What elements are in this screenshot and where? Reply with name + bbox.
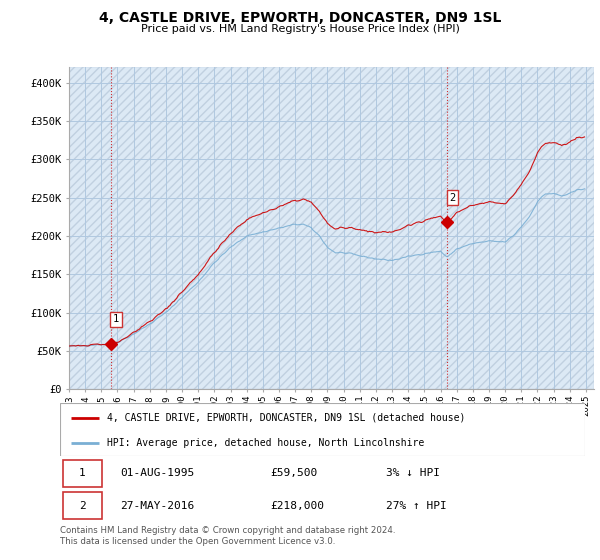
Text: 3% ↓ HPI: 3% ↓ HPI [386, 468, 439, 478]
Text: 1: 1 [113, 314, 119, 324]
Text: 01-AUG-1995: 01-AUG-1995 [121, 468, 194, 478]
FancyBboxPatch shape [62, 460, 102, 487]
Text: 2: 2 [449, 193, 456, 203]
Text: 1: 1 [79, 468, 86, 478]
Text: Contains HM Land Registry data © Crown copyright and database right 2024.
This d: Contains HM Land Registry data © Crown c… [60, 526, 395, 546]
FancyBboxPatch shape [62, 492, 102, 519]
Text: £59,500: £59,500 [270, 468, 317, 478]
Text: 27-MAY-2016: 27-MAY-2016 [121, 501, 194, 511]
Text: 27% ↑ HPI: 27% ↑ HPI [386, 501, 446, 511]
Text: 2: 2 [79, 501, 86, 511]
Text: 4, CASTLE DRIVE, EPWORTH, DONCASTER, DN9 1SL (detached house): 4, CASTLE DRIVE, EPWORTH, DONCASTER, DN9… [107, 413, 466, 423]
Text: Price paid vs. HM Land Registry's House Price Index (HPI): Price paid vs. HM Land Registry's House … [140, 24, 460, 34]
Text: 4, CASTLE DRIVE, EPWORTH, DONCASTER, DN9 1SL: 4, CASTLE DRIVE, EPWORTH, DONCASTER, DN9… [99, 11, 501, 25]
Text: HPI: Average price, detached house, North Lincolnshire: HPI: Average price, detached house, Nort… [107, 438, 425, 448]
Text: £218,000: £218,000 [270, 501, 324, 511]
